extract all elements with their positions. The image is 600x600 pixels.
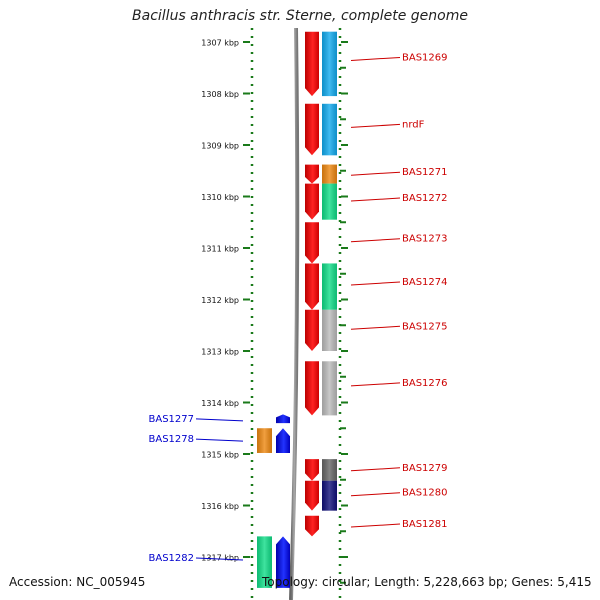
- cds-arrow[interactable]: [305, 515, 319, 537]
- kbp-tick-label: 1313 kbp: [201, 348, 239, 357]
- kbp-ruler: 1307 kbp 1308 kbp 1309 kbp 1310 kbp 1311 kbp…: [201, 39, 348, 584]
- kbp-tick-label: 1312 kbp: [201, 296, 239, 305]
- gene-label[interactable]: BAS1276: [402, 378, 448, 389]
- gene-leader-line: [350, 492, 401, 497]
- category-shading: [322, 31, 337, 97]
- gene-label[interactable]: BAS1277: [149, 414, 195, 425]
- gene-BAS1279[interactable]: BAS1279: [305, 459, 448, 481]
- gene-leader-line: [350, 281, 401, 286]
- category-shading: [322, 263, 337, 310]
- category-shading: [322, 480, 337, 511]
- map-title: Bacillus anthracis str. Sterne, complete…: [132, 8, 468, 24]
- category-shading: [322, 164, 337, 184]
- gene-features: BAS1269 nrdF BAS1271 BAS1272 BAS1273 BAS1274 B…: [149, 31, 448, 588]
- cds-arrow[interactable]: [276, 428, 290, 453]
- cds-arrow[interactable]: [276, 414, 290, 424]
- gene-label[interactable]: BAS1278: [149, 434, 195, 445]
- gene-label[interactable]: BAS1269: [402, 52, 448, 63]
- gene-leader-line: [350, 382, 401, 387]
- gene-leader-line: [350, 123, 401, 128]
- gene-label[interactable]: BAS1273: [402, 234, 448, 245]
- kbp-tick-label: 1310 kbp: [201, 193, 239, 202]
- category-shading: [322, 361, 337, 416]
- kbp-tick-label: 1316 kbp: [201, 502, 239, 511]
- gene-leader-line: [350, 325, 401, 330]
- gene-BAS1278[interactable]: BAS1278: [149, 428, 291, 453]
- genome-backbone: [289, 27, 300, 600]
- gene-BAS1272[interactable]: BAS1272: [305, 183, 448, 220]
- cds-arrow[interactable]: [305, 361, 319, 416]
- cds-arrow[interactable]: [276, 536, 290, 588]
- gene-label[interactable]: nrdF: [402, 119, 425, 130]
- cds-arrow[interactable]: [305, 183, 319, 220]
- gene-label[interactable]: BAS1280: [402, 488, 448, 499]
- gene-nrdF[interactable]: nrdF: [305, 103, 425, 156]
- kbp-tick-label: 1308 kbp: [201, 90, 239, 99]
- gene-leader-line: [350, 238, 401, 243]
- gene-leader-line: [350, 171, 401, 176]
- gene-BAS1273[interactable]: BAS1273: [305, 222, 448, 264]
- kbp-tick-label: 1314 kbp: [201, 399, 239, 408]
- gene-label[interactable]: BAS1275: [402, 321, 448, 332]
- kbp-tick-label: 1311 kbp: [201, 245, 239, 254]
- gene-label[interactable]: BAS1274: [402, 277, 448, 288]
- gene-BAS1281[interactable]: BAS1281: [305, 515, 448, 537]
- category-shading: [322, 459, 337, 481]
- gene-leader-line: [195, 418, 244, 422]
- gene-leader-line: [195, 438, 244, 442]
- cds-arrow[interactable]: [305, 309, 319, 351]
- gene-leader-line: [350, 523, 401, 528]
- kbp-tick-label: 1317 kbp: [201, 554, 239, 563]
- kbp-tick-label: 1307 kbp: [201, 39, 239, 48]
- gene-BAS1275[interactable]: BAS1275: [305, 309, 448, 351]
- gene-BAS1282[interactable]: BAS1282: [149, 536, 291, 588]
- cds-arrow[interactable]: [305, 459, 319, 481]
- cds-arrow[interactable]: [305, 164, 319, 184]
- gene-leader-line: [350, 197, 401, 202]
- category-shading: [257, 536, 272, 588]
- cds-arrow[interactable]: [305, 31, 319, 97]
- cds-arrow[interactable]: [305, 263, 319, 310]
- category-shading: [322, 309, 337, 351]
- gene-leader-line: [350, 467, 401, 472]
- kbp-tick-label: 1309 kbp: [201, 142, 239, 151]
- gene-label[interactable]: BAS1282: [149, 553, 195, 564]
- genome-summary-text: Topology: circular; Length: 5,228,663 bp…: [262, 575, 592, 589]
- cds-arrow[interactable]: [305, 480, 319, 511]
- gene-leader-line: [350, 56, 401, 61]
- gene-label[interactable]: BAS1279: [402, 463, 448, 474]
- gene-BAS1276[interactable]: BAS1276: [305, 361, 448, 416]
- category-shading: [322, 183, 337, 220]
- gene-BAS1274[interactable]: BAS1274: [305, 263, 448, 310]
- gene-leader-line: [195, 557, 244, 561]
- gene-label[interactable]: BAS1272: [402, 193, 448, 204]
- cds-arrow[interactable]: [305, 103, 319, 156]
- gene-BAS1280[interactable]: BAS1280: [305, 480, 448, 511]
- gene-BAS1269[interactable]: BAS1269: [305, 31, 448, 97]
- category-shading: [257, 428, 272, 453]
- cds-arrow[interactable]: [305, 222, 319, 264]
- gene-label[interactable]: BAS1281: [402, 519, 448, 530]
- kbp-tick-label: 1315 kbp: [201, 451, 239, 460]
- accession-text: Accession: NC_005945: [9, 575, 146, 589]
- gene-BAS1277[interactable]: BAS1277: [149, 414, 291, 425]
- gene-label[interactable]: BAS1271: [402, 167, 448, 178]
- gene-BAS1271[interactable]: BAS1271: [305, 164, 448, 184]
- category-shading: [322, 103, 337, 156]
